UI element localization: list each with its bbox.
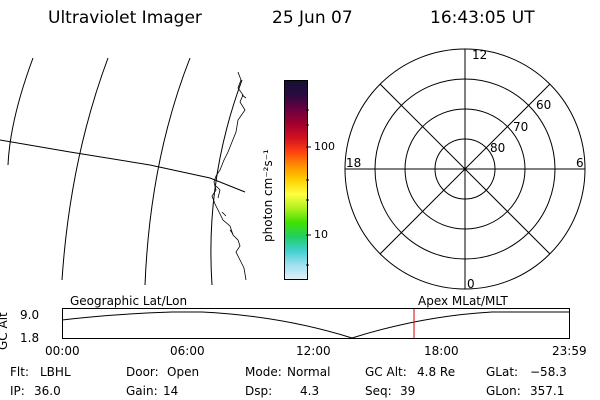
orbit-right-label: Apex MLat/MLT <box>418 294 508 308</box>
date-label: 25 Jun 07 <box>272 8 353 28</box>
mode-value: Normal <box>287 365 331 379</box>
mlt-label-0: 0 <box>467 277 475 291</box>
orbit-frame <box>62 308 570 339</box>
meridian-line <box>7 57 34 166</box>
dsp-label: Dsp: <box>245 384 273 398</box>
glat-label: GLat: <box>486 365 519 379</box>
instrument-title: Ultraviolet Imager <box>48 8 202 28</box>
coastline <box>211 71 247 281</box>
mode-label: Mode: <box>245 365 282 379</box>
orbit-ytick-top: 9.0 <box>20 308 40 322</box>
lat-label-60: 60 <box>536 98 552 112</box>
orbit-xtick-0600: 06:00 <box>170 344 205 358</box>
orbit-xtick-2359: 23:59 <box>552 344 587 358</box>
latitude-line <box>0 139 246 193</box>
coastline <box>215 94 247 235</box>
ip-label: IP: <box>10 384 25 398</box>
orbit-ytick-bottom: 1.8 <box>20 331 40 345</box>
orbit-xtick-1200: 12:00 <box>296 344 331 358</box>
orbit-xtick-0000: 00:00 <box>45 344 80 358</box>
orbit-xtick-1800: 18:00 <box>424 344 459 358</box>
time-label: 16:43:05 UT <box>430 8 535 28</box>
colorbar <box>284 80 308 280</box>
polar-plot <box>344 48 586 290</box>
glon-label: GLon: <box>486 384 521 398</box>
seq-label: Seq: <box>365 384 392 398</box>
door-label: Door: <box>126 365 159 379</box>
gain-value: 14 <box>163 384 179 398</box>
gain-label: Gain: <box>126 384 158 398</box>
glat-value: −58.3 <box>530 365 567 379</box>
colorbar-label: photon cm⁻²s⁻¹ <box>261 149 275 242</box>
colorbar-tick-100: 100 <box>314 140 335 153</box>
lat-label-70: 70 <box>513 120 529 134</box>
geographic-map <box>0 57 247 286</box>
orbit-altitude-curve <box>62 311 569 339</box>
mlt-label-18: 18 <box>346 156 362 170</box>
orbit-left-label: Geographic Lat/Lon <box>70 294 188 308</box>
ip-value: 36.0 <box>34 384 61 398</box>
mlt-label-12: 12 <box>472 48 488 62</box>
meridian-line <box>61 57 109 281</box>
flt-label: Flt: <box>10 365 29 379</box>
polar-diagonal <box>379 83 551 255</box>
flt-value: LBHL <box>40 365 71 379</box>
gcalt-label: GC Alt: <box>365 365 407 379</box>
lat-label-80: 80 <box>490 141 506 155</box>
seq-value: 39 <box>400 384 416 398</box>
door-value: Open <box>167 365 200 379</box>
gcalt-value: 4.8 Re <box>417 365 456 379</box>
orbit-plot <box>62 308 570 339</box>
mlt-label-6: 6 <box>576 156 584 170</box>
colorbar-axis <box>306 109 311 266</box>
dsp-value: 4.3 <box>300 384 320 398</box>
meridian-line <box>144 57 191 286</box>
glon-value: 357.1 <box>530 384 565 398</box>
meridian-line <box>210 79 243 286</box>
colorbar-tick-10: 10 <box>314 228 328 241</box>
orbit-ylabel: GC Alt <box>0 312 10 350</box>
